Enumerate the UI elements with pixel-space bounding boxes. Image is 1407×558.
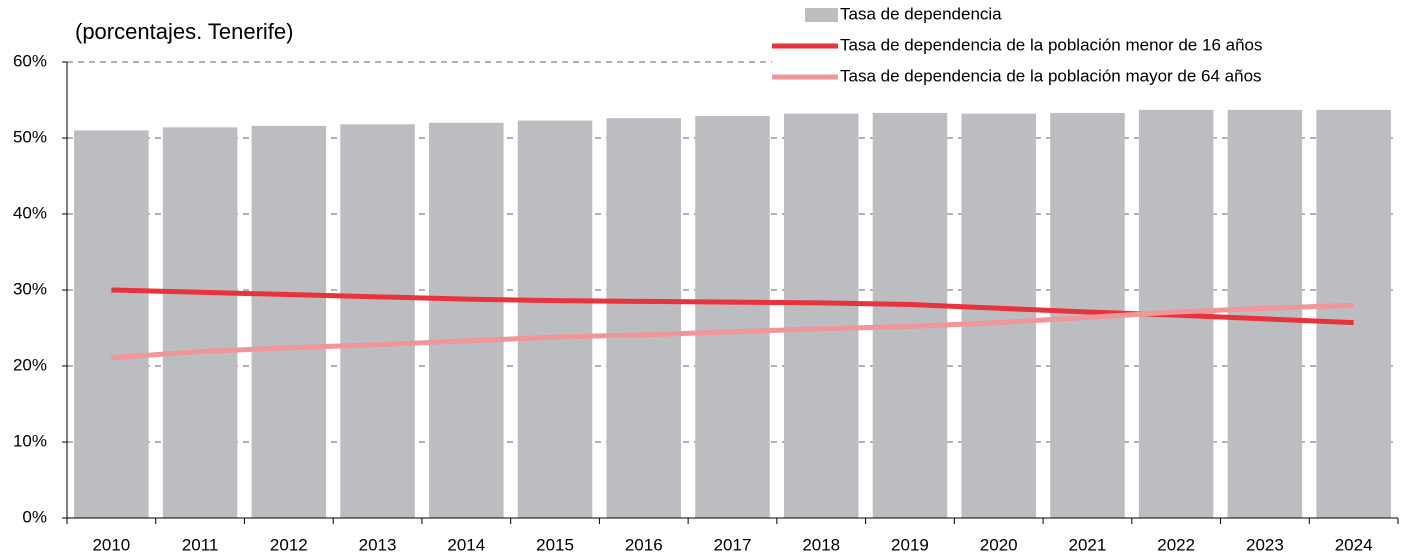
bar [1316, 109, 1391, 518]
bar [340, 124, 415, 518]
bar [1227, 109, 1303, 518]
y-tick-label: 20% [13, 355, 47, 374]
legend-label: Tasa de dependencia de la población mayo… [840, 66, 1262, 85]
legend-label: Tasa de dependencia [840, 4, 1002, 23]
legend-label: Tasa de dependencia de la población meno… [840, 35, 1263, 54]
bar [74, 130, 149, 518]
legend-swatch [805, 8, 838, 22]
x-tick-label: 2018 [802, 535, 840, 554]
bar [517, 120, 593, 519]
x-tick-label: 2019 [891, 535, 929, 554]
y-tick-label: 50% [13, 127, 47, 146]
x-tick-label: 2024 [1335, 535, 1373, 554]
bar [162, 127, 238, 519]
bar [695, 115, 770, 519]
bar [429, 122, 504, 519]
y-tick-label: 10% [13, 431, 47, 450]
x-tick-label: 2020 [980, 535, 1018, 554]
x-tick-label: 2010 [92, 535, 130, 554]
x-tick-label: 2011 [182, 535, 219, 554]
x-tick-label: 2016 [625, 535, 663, 554]
y-tick-label: 40% [13, 203, 47, 222]
x-tick-label: 2013 [359, 535, 397, 554]
bar [251, 125, 327, 518]
bar [606, 118, 682, 519]
bar [872, 112, 948, 519]
bar [961, 113, 1036, 519]
x-tick-label: 2015 [536, 535, 574, 554]
chart-subtitle: (porcentajes. Tenerife) [75, 19, 294, 44]
y-tick-label: 0% [22, 507, 47, 526]
bar [783, 113, 859, 519]
x-tick-label: 2012 [270, 535, 308, 554]
x-tick-label: 2023 [1246, 535, 1284, 554]
x-tick-label: 2017 [714, 535, 752, 554]
y-tick-label: 60% [13, 51, 47, 70]
legend-background [772, 0, 1403, 94]
y-tick-label: 30% [13, 279, 47, 298]
x-tick-label: 2022 [1157, 535, 1195, 554]
x-tick-label: 2014 [447, 535, 485, 554]
line [111, 302, 1354, 361]
x-tick-label: 2021 [1069, 535, 1107, 554]
